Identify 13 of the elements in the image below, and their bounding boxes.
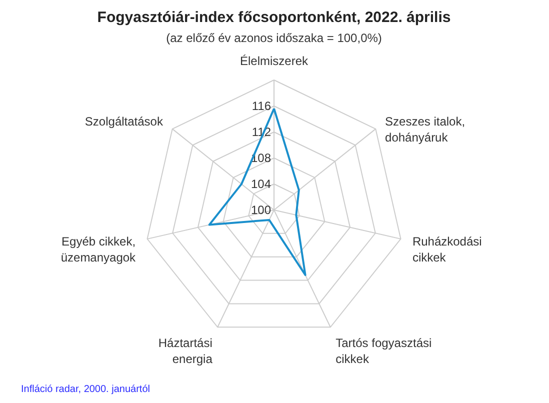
y-tick-label: 100 — [250, 203, 272, 217]
spoke-label: Tartós fogyasztási cikkek — [336, 336, 432, 366]
spoke-label: Háztartási energia — [158, 336, 213, 366]
y-tick-label: 116 — [252, 99, 272, 113]
spoke-label: Szeszes italok, dohányáruk — [385, 114, 466, 144]
text: Infláció radar, 2000. januártól — [21, 384, 150, 395]
spoke-label: Ruházkodási cikkek — [412, 234, 482, 265]
spoke-label: Élelmiszerek — [240, 54, 310, 68]
chart-title: Fogyasztóiár-index főcsoportonként, 2022. április — [97, 9, 451, 26]
spoke-label: Szolgáltatások — [84, 114, 164, 128]
spoke-label: Egyéb cikkek, üzemanyagok — [60, 234, 137, 265]
y-tick-label: 104 — [250, 177, 272, 191]
chart-subtitle: (az előző év azonos időszaka = 100,0%) — [166, 31, 382, 45]
